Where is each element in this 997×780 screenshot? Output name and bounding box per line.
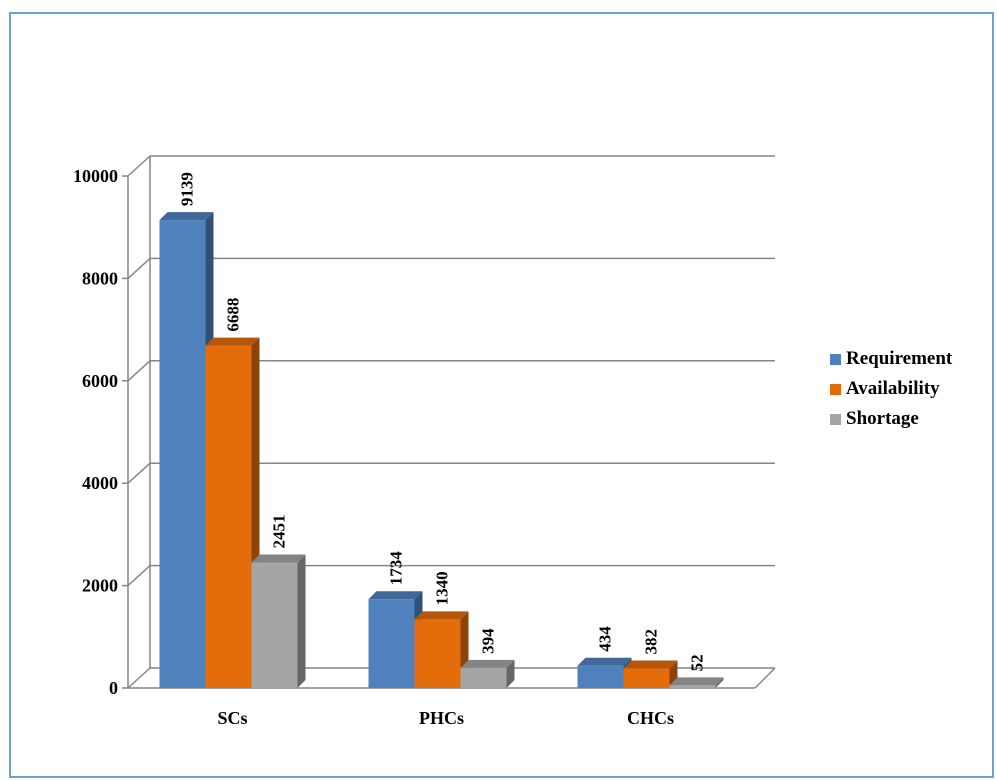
bar-availability-chcs [623, 660, 678, 688]
data-label: 52 [688, 654, 707, 671]
bar-availability-phcs [414, 611, 469, 688]
legend-swatch [830, 353, 841, 365]
legend-label: Requirement [846, 348, 953, 369]
data-label: 394 [479, 628, 498, 654]
bar-requirement-scs [159, 212, 214, 689]
data-label: 1734 [387, 551, 406, 586]
legend-item-availability: Availability [830, 374, 952, 404]
data-labels: 9139 6688 2451 1734 1340 394 434 382 52 [178, 172, 707, 671]
legend-item-requirement: Requirement [830, 344, 952, 374]
bar-availability-scs [205, 337, 260, 688]
data-label: 382 [642, 629, 661, 655]
legend-swatch [830, 383, 841, 395]
bar-requirement-phcs [368, 591, 423, 688]
y-tick-label: 10000 [73, 166, 118, 186]
y-axis-ticks: 0 2000 4000 6000 8000 10000 [73, 166, 118, 698]
data-label: 9139 [178, 172, 197, 206]
y-tick-label: 4000 [82, 473, 118, 493]
x-category-label: PHCs [419, 708, 464, 728]
bar-requirement-chcs [577, 657, 632, 688]
bar-shortage-scs [251, 554, 306, 688]
bar-shortage-phcs [460, 659, 515, 688]
y-tick-label: 2000 [82, 576, 118, 596]
legend-swatch [830, 413, 841, 425]
bars [159, 212, 724, 689]
legend: Requirement Availability Shortage [830, 344, 952, 434]
x-axis-categories: SCs PHCs CHCs [217, 708, 674, 728]
data-label: 6688 [224, 298, 243, 332]
legend-item-shortage: Shortage [830, 404, 952, 434]
data-label: 1340 [433, 571, 452, 605]
y-tick-label: 0 [109, 678, 118, 698]
data-label: 434 [596, 626, 615, 652]
x-category-label: SCs [217, 708, 247, 728]
data-label: 2451 [270, 515, 289, 549]
x-category-label: CHCs [627, 708, 674, 728]
bar-shortage-chcs [669, 677, 724, 688]
legend-label: Availability [846, 378, 940, 399]
y-tick-label: 6000 [82, 371, 118, 391]
y-tick-label: 8000 [82, 268, 118, 288]
legend-label: Shortage [846, 408, 919, 429]
